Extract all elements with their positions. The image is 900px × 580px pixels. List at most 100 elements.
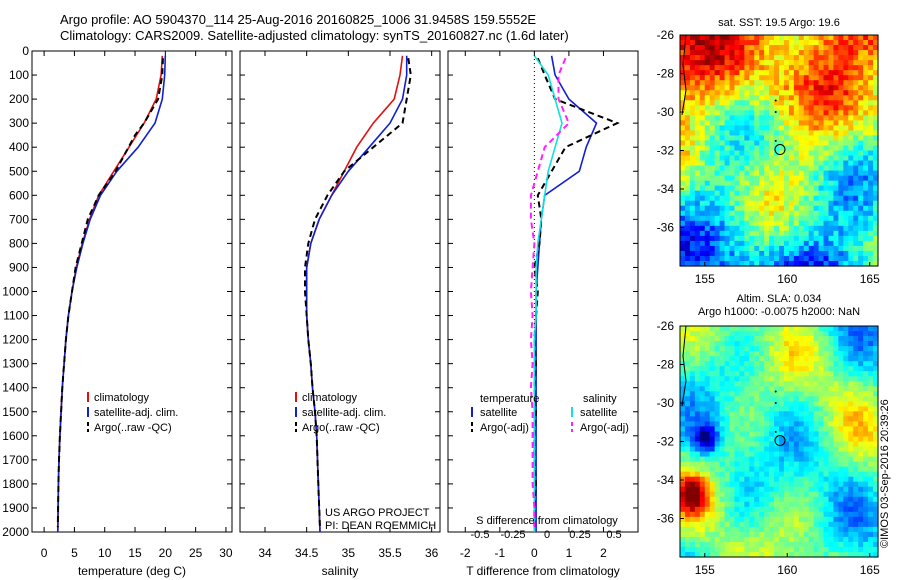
map-cell bbox=[724, 376, 731, 382]
map-cell bbox=[783, 235, 790, 242]
map-cell bbox=[714, 361, 721, 367]
map-cell bbox=[788, 531, 795, 538]
map-cell bbox=[863, 326, 869, 332]
map-cell bbox=[868, 521, 874, 528]
map-cell bbox=[689, 70, 696, 76]
map-cell bbox=[858, 351, 864, 357]
map-cell bbox=[769, 451, 775, 458]
map-cell bbox=[684, 195, 691, 202]
map-cell bbox=[759, 406, 765, 412]
map-cell bbox=[709, 120, 716, 126]
map-cell bbox=[699, 501, 706, 508]
map-cell bbox=[704, 55, 711, 61]
map-cell bbox=[788, 90, 795, 96]
map-cell bbox=[764, 441, 770, 448]
map-cell bbox=[729, 205, 736, 212]
map-cell bbox=[709, 55, 716, 61]
map-cell bbox=[684, 50, 691, 56]
map-cell bbox=[684, 65, 691, 71]
map-cell bbox=[774, 536, 780, 543]
map-cell bbox=[803, 451, 810, 458]
map-cell bbox=[838, 240, 844, 247]
map-cell bbox=[764, 215, 770, 222]
map-cell bbox=[689, 456, 696, 463]
map-cell bbox=[803, 546, 810, 553]
map-cell bbox=[838, 531, 844, 538]
map-cell bbox=[764, 376, 770, 382]
map-cell bbox=[808, 120, 815, 126]
temperature-xtick-label: 20 bbox=[159, 546, 173, 560]
map-cell bbox=[833, 391, 839, 397]
map-cell bbox=[793, 376, 800, 382]
map-cell bbox=[729, 155, 736, 162]
map-cell bbox=[769, 75, 775, 81]
map-cell bbox=[684, 205, 691, 212]
map-cell bbox=[684, 326, 691, 332]
map-cell bbox=[739, 551, 745, 558]
map-cell bbox=[793, 195, 800, 202]
map-cell bbox=[680, 501, 686, 508]
map-cell bbox=[788, 135, 795, 142]
map-cell bbox=[689, 461, 696, 468]
map-cell bbox=[803, 170, 810, 177]
map-cell bbox=[774, 250, 780, 257]
depth-tick-label: 1000 bbox=[2, 285, 29, 299]
map-cell bbox=[848, 416, 854, 423]
map-cell bbox=[699, 240, 706, 247]
map-cell bbox=[689, 441, 696, 448]
map-cell bbox=[808, 45, 815, 51]
map-cell bbox=[803, 326, 810, 332]
map-cell bbox=[754, 155, 760, 162]
map-cell bbox=[769, 160, 775, 167]
map-cell bbox=[808, 461, 815, 468]
map-cell bbox=[868, 65, 874, 71]
map-cell bbox=[734, 416, 740, 423]
map-cell bbox=[714, 115, 721, 121]
map-cell bbox=[714, 200, 721, 207]
map-cell bbox=[754, 336, 760, 342]
map-cell bbox=[764, 90, 770, 96]
map-cell bbox=[714, 486, 721, 493]
map-cell bbox=[853, 50, 859, 56]
map-cell bbox=[704, 486, 711, 493]
map-cell bbox=[714, 155, 721, 162]
map-cell bbox=[873, 245, 879, 252]
map-cell bbox=[699, 40, 706, 46]
map-cell bbox=[734, 386, 740, 392]
map-cell bbox=[828, 551, 835, 558]
map-cell bbox=[744, 366, 750, 372]
map-cell bbox=[808, 165, 815, 172]
map-cell bbox=[744, 436, 750, 443]
map-cell bbox=[714, 396, 721, 402]
map-cell bbox=[868, 160, 874, 167]
map-cell bbox=[684, 471, 691, 478]
map-cell bbox=[793, 35, 800, 41]
map-cell bbox=[818, 416, 825, 423]
map-cell bbox=[798, 200, 805, 207]
map-cell bbox=[783, 50, 790, 56]
map-cell bbox=[843, 516, 849, 523]
map-cell bbox=[823, 100, 830, 106]
map-cell bbox=[858, 200, 864, 207]
map-cell bbox=[734, 531, 740, 538]
map-cell bbox=[863, 531, 869, 538]
map-cell bbox=[699, 471, 706, 478]
map-cell bbox=[704, 431, 711, 438]
project-annotation: PI: DEAN ROEMMICH bbox=[325, 520, 436, 532]
map-cell bbox=[848, 331, 854, 337]
map-cell bbox=[680, 421, 686, 428]
map-cell bbox=[833, 105, 839, 111]
map-cell bbox=[759, 426, 765, 433]
map-cell bbox=[749, 60, 755, 66]
map-cell bbox=[704, 75, 711, 81]
map-cell bbox=[699, 115, 706, 121]
map-cell bbox=[764, 245, 770, 252]
map-cell bbox=[744, 346, 750, 352]
map-cell bbox=[774, 190, 780, 197]
map-cell bbox=[868, 95, 874, 101]
map-cell bbox=[719, 346, 726, 352]
map-cell bbox=[739, 170, 745, 177]
map-cell bbox=[694, 250, 701, 257]
map-cell bbox=[803, 120, 810, 126]
map-cell bbox=[873, 431, 879, 438]
